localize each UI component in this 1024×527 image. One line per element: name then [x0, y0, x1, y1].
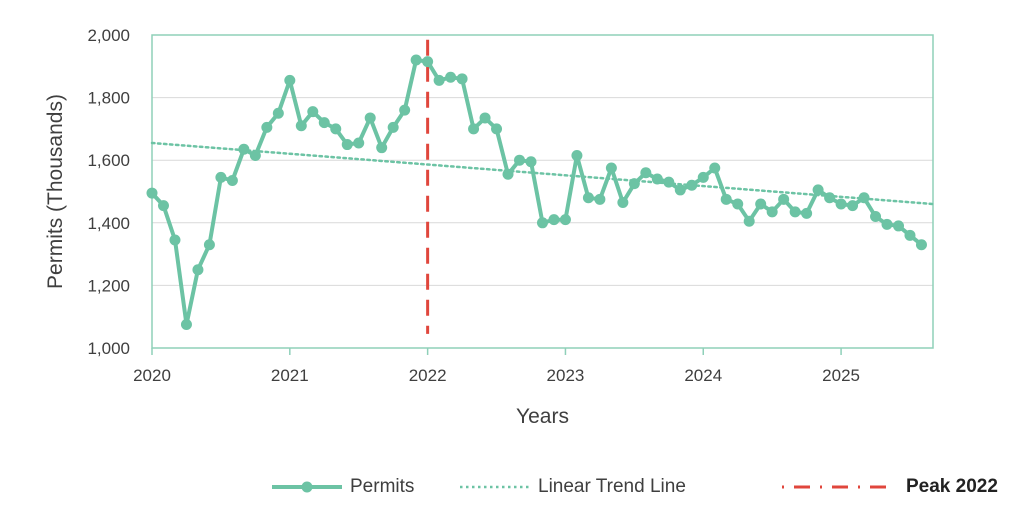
y-tick-label: 1,600 [87, 151, 130, 170]
legend-peak-swatch [782, 485, 896, 489]
x-tick-label: 2020 [133, 366, 171, 385]
permits-point [743, 215, 755, 227]
legend-permits-swatch [272, 481, 342, 493]
permits-point [628, 178, 640, 190]
permits-point [559, 214, 571, 226]
permits-point [318, 117, 330, 129]
permits-markers [146, 54, 927, 331]
permits-point [215, 171, 227, 183]
permits-point [203, 239, 215, 251]
permits-point [410, 54, 422, 66]
permits-point [881, 218, 893, 230]
y-axis-title: Permits (Thousands) [44, 94, 67, 289]
permits-point [778, 193, 790, 205]
permits-point [847, 200, 859, 212]
permits-point [766, 206, 778, 218]
permits-point [789, 206, 801, 218]
permits-line [150, 58, 923, 327]
permits-point [238, 143, 250, 155]
permits-point [468, 123, 480, 135]
permits-point [755, 198, 767, 210]
permits-point [284, 74, 296, 86]
y-tick-label: 1,400 [87, 214, 130, 233]
permits-point [709, 162, 721, 174]
permits-point [226, 175, 238, 187]
y-tick-label: 2,000 [87, 26, 130, 45]
permits-point [295, 120, 307, 132]
permits-point [824, 192, 836, 204]
legend-trend-swatch [460, 485, 530, 489]
permits-point [169, 234, 181, 246]
legend-permits-label: Permits [350, 476, 415, 497]
x-axis-ticks: 2020 2021 2022 2023 2024 2025 [133, 348, 860, 385]
x-tick-label: 2022 [409, 366, 447, 385]
permits-point [536, 217, 548, 229]
x-tick-label: 2021 [271, 366, 309, 385]
permits-point [307, 106, 319, 118]
permits-point [376, 142, 388, 154]
x-axis-title: Years [516, 405, 569, 428]
x-tick-label: 2025 [822, 366, 860, 385]
permits-point [858, 192, 870, 204]
legend-item-trend: Linear Trend Line [458, 474, 686, 500]
permits-point [686, 179, 698, 191]
legend-item-peak: Peak 2022 [780, 474, 998, 500]
permits-point [433, 74, 445, 86]
permits-point [697, 171, 709, 183]
legend-item-permits: Permits [270, 474, 414, 500]
permits-point [387, 121, 399, 133]
legend-peak-label: Peak 2022 [906, 476, 998, 497]
permits-point [272, 107, 284, 119]
permits-point [261, 121, 273, 133]
permits-point [180, 319, 192, 331]
permits-point [720, 193, 732, 205]
permits-point [491, 123, 503, 135]
permits-point [502, 168, 514, 180]
permits-point [479, 112, 491, 124]
y-axis-ticks: 1,000 1,200 1,400 1,600 1,800 2,000 [87, 26, 130, 358]
permits-point [456, 73, 468, 85]
permits-point [674, 184, 686, 196]
trend-line [150, 141, 935, 206]
permits-point [249, 150, 261, 162]
permits-point [399, 104, 411, 116]
permits-point [893, 220, 905, 232]
permits-point [605, 162, 617, 174]
permits-point [157, 200, 169, 212]
permits-point [812, 184, 824, 196]
x-tick-label: 2023 [547, 366, 585, 385]
permits-point [353, 137, 365, 149]
y-tick-label: 1,000 [87, 339, 130, 358]
x-tick-label: 2024 [684, 366, 722, 385]
permits-point [548, 214, 560, 226]
permits-point [582, 192, 594, 204]
permits-point [341, 139, 353, 151]
permits-point [525, 156, 537, 168]
y-tick-label: 1,800 [87, 89, 130, 108]
permits-point [571, 150, 583, 162]
y-tick-label: 1,200 [87, 276, 130, 295]
permits-point [594, 193, 606, 205]
permits-point [904, 229, 916, 241]
permits-point [192, 264, 204, 276]
permits-point [870, 211, 882, 223]
permits-point [146, 187, 158, 199]
permits-point [651, 173, 663, 185]
permits-point [915, 239, 927, 251]
permits-point [445, 71, 457, 83]
permits-point [732, 198, 744, 210]
permits-point [514, 154, 526, 166]
permits-point [801, 207, 813, 219]
permits-point [640, 167, 652, 179]
permits-point [364, 112, 376, 124]
permits-point [330, 123, 342, 135]
permits-point [422, 56, 434, 68]
permits-point [663, 176, 675, 188]
permits-point [617, 196, 629, 208]
legend-trend-label: Linear Trend Line [538, 476, 686, 497]
permits-point [835, 198, 847, 210]
